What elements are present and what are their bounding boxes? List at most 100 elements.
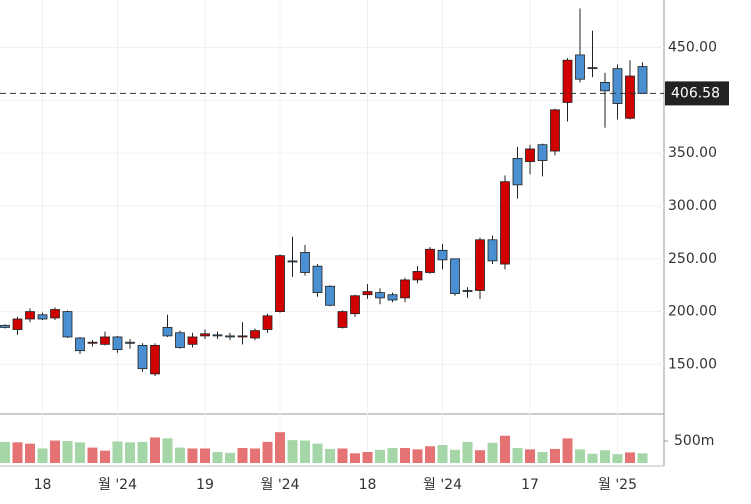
candle-body [75,337,85,352]
volume-bar [87,447,98,463]
volume-bar [575,449,585,463]
volume-bar [587,453,598,463]
candle-body [125,341,135,344]
x-tick-label: 월 '25 [598,477,637,493]
volume-bar [137,441,148,463]
volume-bar [75,442,85,463]
last-price-box [665,81,729,106]
volume-bar [150,437,160,463]
candle-body [375,292,385,299]
volume-bar [262,441,273,463]
candle-body [637,66,648,94]
volume-bar [250,448,260,463]
candle-body [225,335,235,338]
candle-body [287,260,298,263]
candle-body [500,181,510,265]
candle-body [112,336,123,351]
volume-bar [400,448,410,463]
x-tick-label: 월 '24 [423,477,462,493]
candle-body [562,59,573,103]
candle-body [25,311,35,320]
volume-bar [275,432,285,463]
candle-body [12,318,23,330]
candle-body [262,315,273,330]
candle-body [137,344,148,370]
volume-bar [62,441,73,463]
y-tick-label: 450.00 [668,40,717,56]
candle-body [487,239,498,262]
volume-bar [0,441,10,463]
candle-body [237,335,248,338]
candle-body [575,54,585,80]
candle-body [512,158,523,186]
candle-body [475,239,485,291]
volume-bar [562,438,573,463]
candle-body [162,327,173,337]
candle-body [425,248,435,273]
volume-bar [325,448,335,463]
volume-bar [237,448,248,463]
candle-body [350,295,360,315]
candle-body [62,311,73,338]
volume-bar [350,453,360,463]
y-tick-label: 200.00 [668,304,717,320]
volume-bar [212,452,223,463]
candle-body [212,334,223,337]
candle-body [300,252,310,273]
candle-body [100,336,110,345]
last-price-label: 406.58 [671,85,720,101]
volume-bar [512,448,523,463]
candle-body [312,265,323,293]
x-tick-label: 18 [359,477,377,493]
candle-body [175,332,185,348]
candle-body [437,249,448,261]
candle-body [200,333,210,337]
y-tick-label: 150.00 [668,356,717,372]
volume-bar [462,441,473,463]
candle-body [362,291,373,296]
candle-body [37,314,48,320]
volume-bar [25,443,35,463]
candle-body [325,285,335,306]
volume-bar [487,442,498,463]
candle-body [537,144,548,161]
volume-bar [337,448,348,463]
candle-body [625,75,635,119]
candle-body [612,68,623,104]
volume-bar [175,447,185,463]
volume-bar [162,438,173,463]
volume-bar [37,448,48,463]
volume-bar [200,448,210,463]
candle-body [412,271,423,281]
candle-body [450,258,460,295]
candle-body [0,324,10,328]
candle-body [587,67,598,70]
candle-body [50,309,60,319]
candle-body [550,109,560,152]
volume-bar [287,440,298,463]
volume-bar [412,449,423,463]
candle-body [87,341,98,344]
x-tick-label: 월 '24 [98,477,137,493]
volume-bar [187,448,198,463]
volume-bar [112,441,123,463]
volume-bar [500,435,510,463]
volume-bar [537,452,548,463]
candle-body [187,336,198,345]
volume-bar [300,440,310,463]
volume-bar [425,446,435,463]
candle-body [337,311,348,328]
candle-body [387,294,398,301]
volume-bar [125,442,135,463]
volume-bar [450,449,460,463]
volume-bar [600,450,610,463]
volume-bar [375,449,385,463]
candle-body [250,330,260,339]
volume-bar [100,450,110,463]
volume-bar [437,444,448,463]
candle-body [150,344,160,375]
volume-bar [362,452,373,463]
volume-bar [625,452,635,463]
y-tick-label: 300.00 [668,198,717,214]
